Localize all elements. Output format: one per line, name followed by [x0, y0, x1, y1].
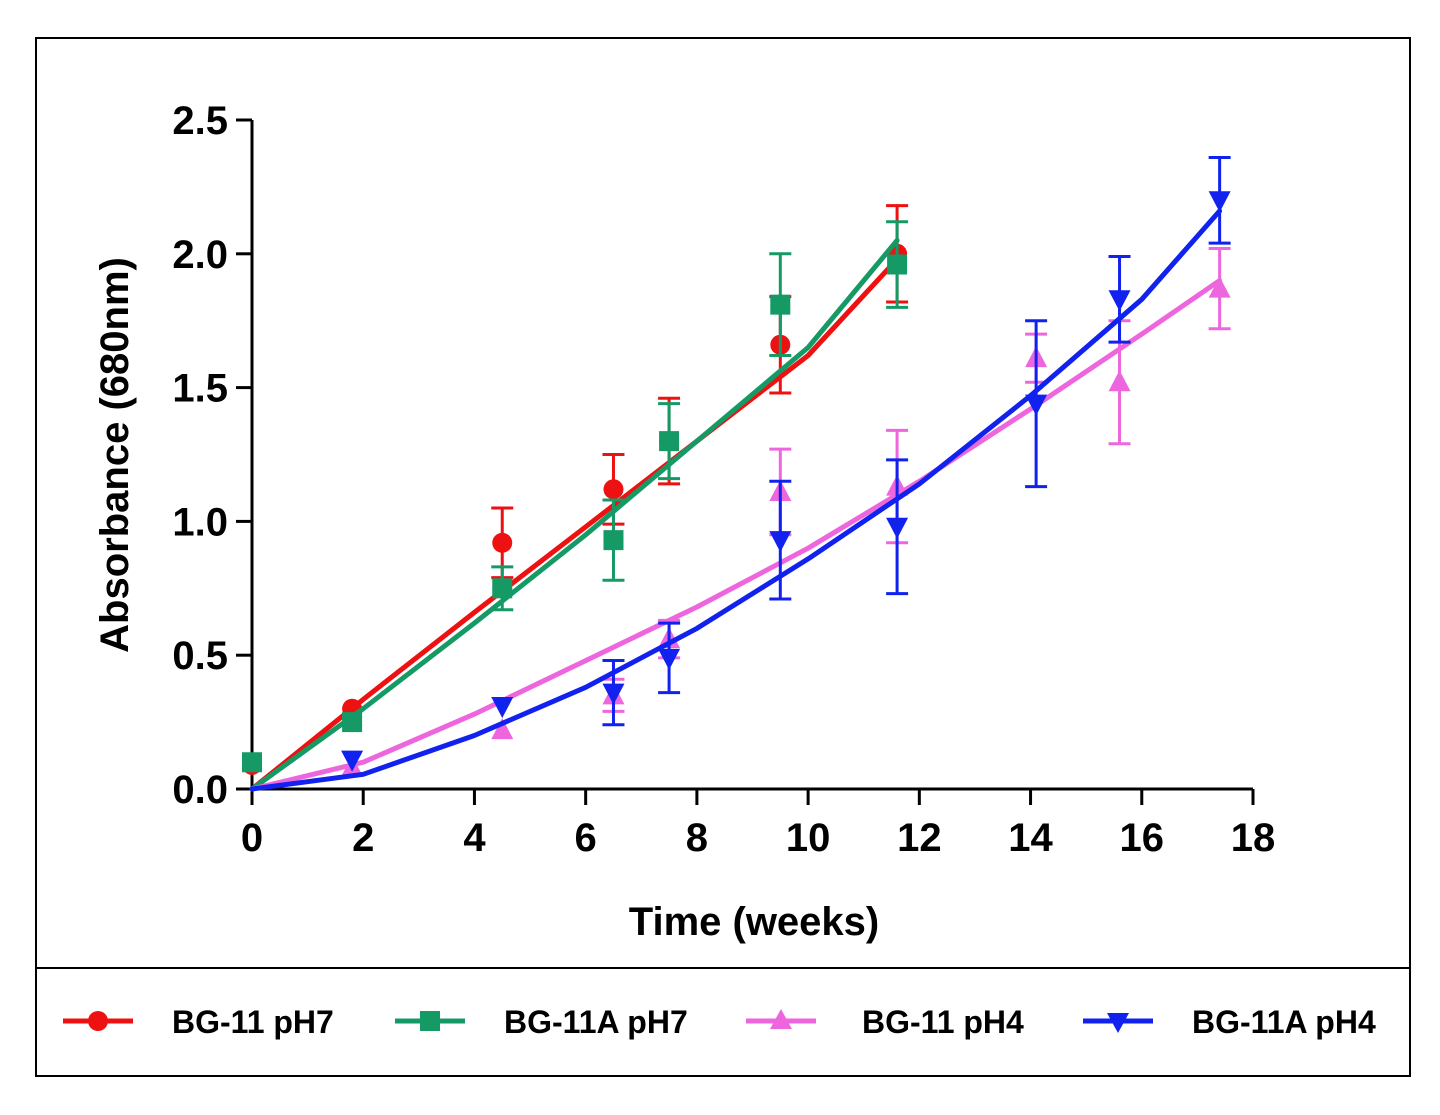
data-point — [1108, 290, 1131, 312]
legend-marker-bg11-ph7 — [88, 1011, 108, 1031]
y-tick-label: 2.0 — [172, 233, 228, 277]
x-tick-label: 0 — [241, 816, 263, 860]
x-tick-label: 8 — [686, 816, 708, 860]
data-point — [491, 697, 514, 719]
x-tick-label: 6 — [575, 816, 597, 860]
data-point — [603, 530, 624, 551]
fit-line — [249, 278, 1223, 792]
data-point — [242, 752, 262, 773]
data-point — [492, 578, 513, 599]
y-tick-label: 2.5 — [172, 99, 228, 143]
data-point — [769, 531, 792, 553]
data-point — [770, 294, 791, 315]
series-2 — [242, 220, 909, 792]
data-point — [887, 254, 908, 275]
series-layer — [242, 155, 1231, 792]
data-point — [341, 750, 364, 772]
legend-item-bg11a-ph7: BG-11A pH7 — [395, 1004, 688, 1040]
data-point — [658, 648, 681, 670]
legend-marker-bg11a-ph7 — [420, 1011, 440, 1031]
data-point — [492, 532, 513, 553]
x-tick-label: 14 — [1008, 816, 1053, 860]
x-tick-label: 16 — [1120, 816, 1165, 860]
data-point — [342, 712, 363, 733]
data-point — [886, 517, 909, 539]
fit-line — [249, 208, 1223, 792]
y-tick-label: 0.0 — [172, 768, 228, 812]
x-tick-label: 4 — [463, 816, 486, 860]
data-point — [1208, 191, 1231, 213]
y-tick-label: 0.5 — [172, 634, 228, 678]
data-point — [602, 683, 625, 705]
legend-frame — [35, 967, 1411, 1077]
data-point — [1208, 276, 1231, 298]
data-point — [603, 479, 624, 500]
x-tick-label: 12 — [897, 816, 942, 860]
series-4 — [249, 155, 1231, 792]
plot-frame — [35, 37, 1411, 969]
legend-label-bg11-ph7: BG-11 pH7 — [172, 1004, 334, 1040]
x-axis-label: Time (weeks) — [629, 900, 880, 944]
x-tick-label: 18 — [1231, 816, 1276, 860]
data-point — [1025, 394, 1048, 416]
axes: 0 2 4 6 8 10 12 14 16 18 0.0 0.5 1.0 1.5 2.0 2.5 — [172, 99, 1275, 860]
fit-line — [249, 256, 900, 792]
x-tick-label: 2 — [352, 816, 374, 860]
data-point — [491, 718, 514, 740]
legend-item-bg11a-ph4: BG-11A pH4 — [1083, 1004, 1376, 1040]
legend: BG-11 pH7 BG-11A pH7 BG-11 pH4 BG-11A pH… — [63, 1004, 1376, 1040]
legend-label-bg11-ph4: BG-11 pH4 — [862, 1004, 1024, 1040]
legend-marker-bg11-ph4 — [770, 1009, 792, 1029]
x-tick-label: 10 — [786, 816, 831, 860]
y-tick-label: 1.5 — [172, 367, 228, 411]
y-tick-label: 1.0 — [172, 500, 228, 544]
fit-line — [249, 237, 900, 792]
legend-item-bg11-ph7: BG-11 pH7 — [63, 1004, 334, 1040]
legend-marker-bg11a-ph4 — [1107, 1013, 1129, 1033]
data-point — [659, 431, 680, 452]
legend-item-bg11-ph4: BG-11 pH4 — [746, 1004, 1024, 1040]
y-axis-label: Absorbance (680nm) — [93, 257, 137, 653]
legend-label-bg11a-ph4: BG-11A pH4 — [1192, 1004, 1376, 1040]
legend-label-bg11a-ph7: BG-11A pH7 — [504, 1004, 688, 1040]
data-point — [1108, 370, 1131, 392]
